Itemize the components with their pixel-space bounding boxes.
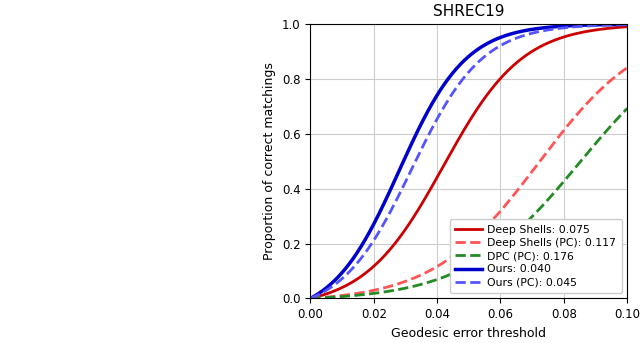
Ours: 0.040: (0.0798, 0.992): 0.040: (0.0798, 0.992) — [559, 24, 567, 28]
Deep Shells: 0.075: (0.078, 0.945): 0.075: (0.078, 0.945) — [554, 37, 561, 41]
Deep Shells (PC): 0.117: (0.0102, 0.011): 0.117: (0.0102, 0.011) — [339, 293, 347, 297]
Deep Shells (PC): 0.117: (0.044, 0.146): 0.117: (0.044, 0.146) — [446, 256, 454, 260]
Y-axis label: Proportion of correct matchings: Proportion of correct matchings — [264, 62, 276, 260]
Ours: 0.040: (0.0102, 0.0967): 0.040: (0.0102, 0.0967) — [339, 270, 347, 274]
Ours: 0.040: (0.0404, 0.749): 0.040: (0.0404, 0.749) — [435, 91, 442, 95]
Deep Shells (PC): 0.117: (0.0798, 0.609): 0.117: (0.0798, 0.609) — [559, 129, 567, 133]
Deep Shells (PC): 0.117: (0.1, 0.841): 0.117: (0.1, 0.841) — [623, 66, 631, 70]
Ours (PC): 0.045: (0.0798, 0.986): 0.045: (0.0798, 0.986) — [559, 26, 567, 30]
DPC (PC): 0.176: (0.0102, 0.00691): 0.176: (0.0102, 0.00691) — [339, 294, 347, 298]
Deep Shells: 0.075: (0.0102, 0.0407): 0.075: (0.0102, 0.0407) — [339, 285, 347, 289]
X-axis label: Geodesic error threshold: Geodesic error threshold — [391, 327, 547, 340]
Deep Shells (PC): 0.117: (0.0687, 0.443): 0.117: (0.0687, 0.443) — [524, 175, 532, 179]
DPC (PC): 0.176: (0.0798, 0.423): 0.176: (0.0798, 0.423) — [559, 180, 567, 184]
Line: DPC (PC): 0.176: DPC (PC): 0.176 — [310, 108, 627, 298]
Deep Shells: 0.075: (0.0687, 0.89): 0.075: (0.0687, 0.89) — [524, 52, 532, 56]
Line: Deep Shells: 0.075: Deep Shells: 0.075 — [310, 27, 627, 298]
Ours (PC): 0.045: (0, 0): 0.045: (0, 0) — [307, 296, 314, 300]
Ours (PC): 0.045: (0.1, 0.998): 0.045: (0.1, 0.998) — [623, 23, 631, 27]
Line: Ours: 0.040: Ours: 0.040 — [310, 24, 627, 298]
Deep Shells (PC): 0.117: (0, 0): 0.117: (0, 0) — [307, 296, 314, 300]
Ours (PC): 0.045: (0.044, 0.733): 0.045: (0.044, 0.733) — [446, 95, 454, 99]
DPC (PC): 0.176: (0.0404, 0.0708): 0.176: (0.0404, 0.0708) — [435, 277, 442, 281]
Ours: 0.040: (0.1, 0.999): 0.040: (0.1, 0.999) — [623, 22, 631, 26]
Ours: 0.040: (0.078, 0.991): 0.040: (0.078, 0.991) — [554, 24, 561, 28]
DPC (PC): 0.176: (0.1, 0.692): 0.176: (0.1, 0.692) — [623, 106, 631, 110]
Deep Shells: 0.075: (0.1, 0.99): 0.075: (0.1, 0.99) — [623, 25, 631, 29]
Line: Ours (PC): 0.045: Ours (PC): 0.045 — [310, 25, 627, 298]
Deep Shells: 0.075: (0.0798, 0.952): 0.075: (0.0798, 0.952) — [559, 35, 567, 39]
Ours: 0.040: (0, 0): 0.040: (0, 0) — [307, 296, 314, 300]
Deep Shells: 0.075: (0.0404, 0.45): 0.075: (0.0404, 0.45) — [435, 173, 442, 177]
Deep Shells: 0.075: (0, 0): 0.075: (0, 0) — [307, 296, 314, 300]
Ours: 0.040: (0.0687, 0.978): 0.040: (0.0687, 0.978) — [524, 28, 532, 32]
DPC (PC): 0.176: (0, 0): 0.176: (0, 0) — [307, 296, 314, 300]
Ours (PC): 0.045: (0.0687, 0.962): 0.045: (0.0687, 0.962) — [524, 32, 532, 36]
DPC (PC): 0.176: (0.0687, 0.283): 0.176: (0.0687, 0.283) — [524, 219, 532, 223]
Ours (PC): 0.045: (0.078, 0.983): 0.045: (0.078, 0.983) — [554, 26, 561, 31]
Ours (PC): 0.045: (0.0102, 0.0741): 0.045: (0.0102, 0.0741) — [339, 276, 347, 280]
DPC (PC): 0.176: (0.078, 0.399): 0.176: (0.078, 0.399) — [554, 187, 561, 191]
Deep Shells: 0.075: (0.044, 0.525): 0.075: (0.044, 0.525) — [446, 152, 454, 156]
Line: Deep Shells (PC): 0.117: Deep Shells (PC): 0.117 — [310, 68, 627, 298]
Title: SHREC19: SHREC19 — [433, 4, 504, 19]
Deep Shells (PC): 0.117: (0.078, 0.583): 0.117: (0.078, 0.583) — [554, 136, 561, 140]
Ours (PC): 0.045: (0.0404, 0.663): 0.045: (0.0404, 0.663) — [435, 114, 442, 118]
Legend: Deep Shells: 0.075, Deep Shells (PC): 0.117, DPC (PC): 0.176, Ours: 0.040, Ours : Deep Shells: 0.075, Deep Shells (PC): 0.… — [449, 219, 622, 293]
Deep Shells (PC): 0.117: (0.0404, 0.119): 0.117: (0.0404, 0.119) — [435, 264, 442, 268]
DPC (PC): 0.176: (0.044, 0.0867): 0.176: (0.044, 0.0867) — [446, 273, 454, 277]
Ours: 0.040: (0.044, 0.809): 0.040: (0.044, 0.809) — [446, 74, 454, 79]
